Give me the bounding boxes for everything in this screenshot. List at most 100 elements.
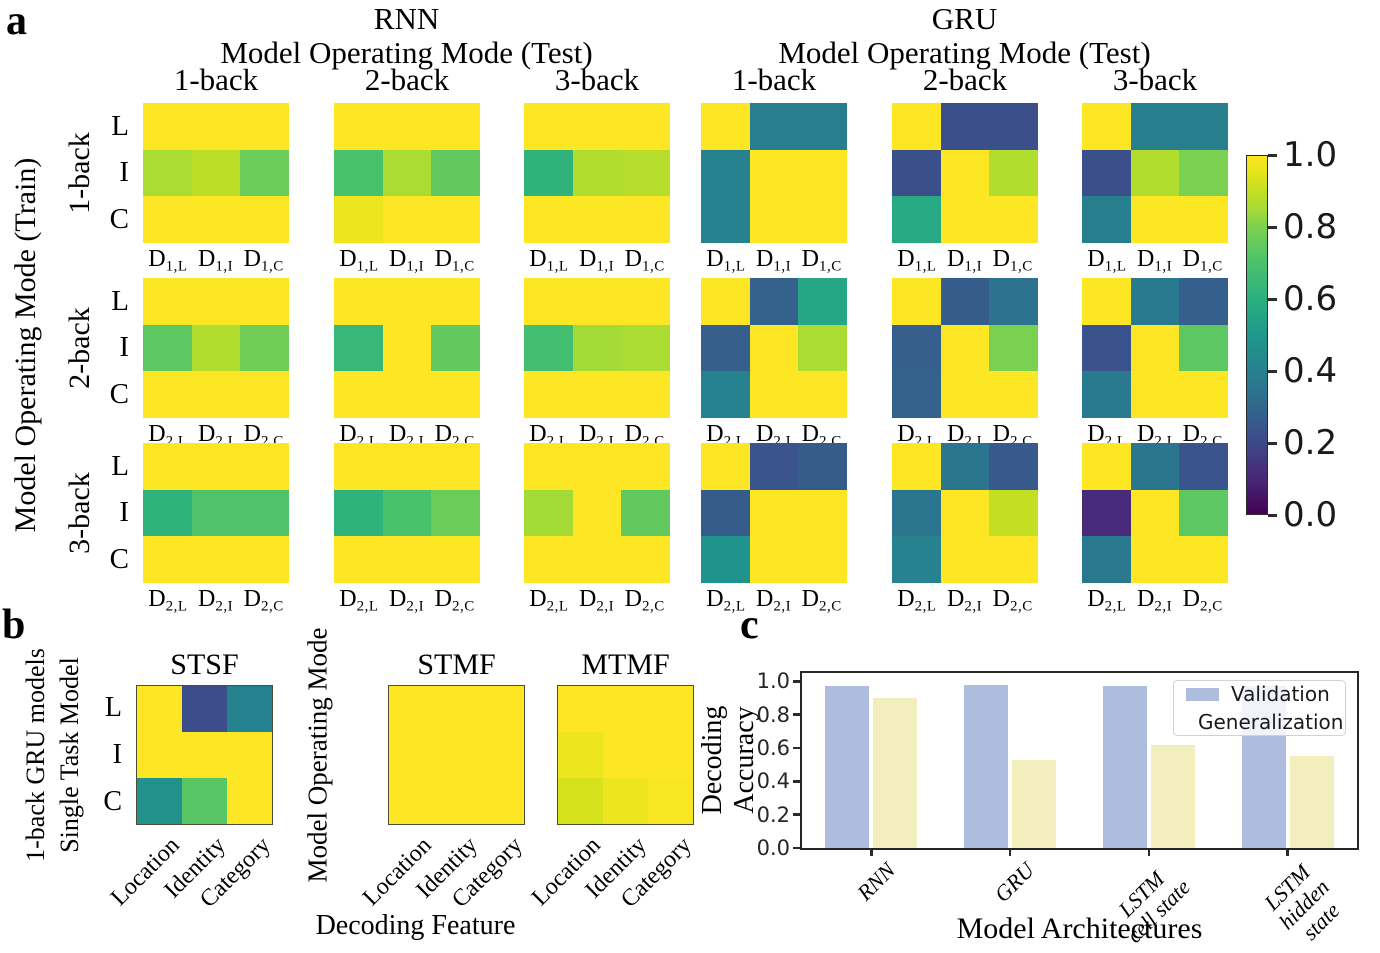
heatmap-cell	[1179, 443, 1228, 490]
test-mode-header-rnn-1-back: 1-back	[173, 62, 259, 97]
panel-c-xtick	[870, 850, 873, 856]
heatmap-cell	[1130, 371, 1180, 418]
heatmap-cell	[240, 278, 289, 325]
heatmap-cell	[798, 371, 847, 418]
heatmap-cell	[989, 103, 1038, 150]
decoder-label-row: D2,L D2,I D2,C	[701, 586, 847, 615]
heatmap-cell	[798, 278, 847, 325]
heatmap-gru-train-1-back-test-1-back	[701, 103, 847, 243]
heatmap-cell	[431, 278, 480, 325]
heatmap-cell	[191, 443, 241, 490]
train-axis-label: Model Operating Mode (Train)	[9, 157, 42, 533]
heatmap-cell	[434, 732, 479, 778]
panel-b-row-axis-line2: Single Task Model	[55, 657, 84, 853]
panel-b-title-MTMF: MTMF	[581, 648, 670, 681]
heatmap-gru-train-1-back-test-2-back	[892, 103, 1038, 243]
heatmap-cell	[334, 443, 383, 490]
heatmap-cell	[240, 149, 289, 197]
heatmap-cell	[182, 732, 227, 778]
heatmap-cell	[798, 324, 847, 372]
heatmap-cell	[1130, 278, 1180, 325]
heatmap-cell	[892, 443, 941, 490]
validation-label: Validation	[1231, 682, 1330, 706]
colorbar-tick	[1268, 297, 1277, 301]
heatmap-cell	[191, 536, 241, 583]
decoder-label: D1,I	[947, 246, 983, 275]
decoder-label-row: D1,L D1,I D1,C	[143, 246, 289, 275]
heatmap-cell	[182, 778, 227, 824]
heatmap-cell	[940, 324, 990, 372]
decoder-label-row: D2,L D2,I D2,C	[701, 422, 847, 449]
heatmap-cell	[621, 536, 670, 583]
colorbar-tick-label: 0.8	[1283, 207, 1338, 247]
panel-b-letter: b	[2, 602, 26, 648]
decoder-label: D1,C	[801, 246, 842, 275]
heatmap-cell	[434, 686, 479, 732]
heatmap-cell	[1179, 536, 1228, 583]
heatmap-cell	[137, 778, 182, 824]
decoder-label: D2,C	[801, 586, 842, 615]
colorbar-tick	[1268, 225, 1277, 229]
decoder-label: D1,L	[148, 246, 188, 275]
decoder-label-row: D2,L D2,I D2,C	[143, 587, 289, 614]
heatmap-cell	[524, 324, 573, 372]
heatmap-gru-train-2-back-test-3-back	[1082, 278, 1228, 418]
heatmap-cell	[431, 443, 480, 490]
heatmap-cell	[621, 278, 670, 325]
row-tick-L: L	[111, 449, 129, 482]
heatmap-cell	[524, 489, 573, 537]
heatmap-cell	[1130, 103, 1180, 150]
xtick-gru: GRU	[989, 857, 1040, 907]
heatmap-cell	[137, 732, 182, 778]
heatmap-gru-train-3-back-test-2-back	[892, 443, 1038, 583]
heatmap-cell	[1179, 149, 1228, 197]
heatmap-cell	[749, 278, 799, 325]
heatmap-cell	[1179, 371, 1228, 418]
heatmap-cell	[572, 371, 622, 418]
panel-c-ytick	[793, 746, 802, 750]
decoder-label: D2,I	[1137, 586, 1173, 615]
bar-validation-gru	[964, 684, 1009, 848]
train-mode-label-3-back: 3-back	[63, 472, 96, 554]
heatmap-cell	[191, 371, 241, 418]
decoder-label: D2,L	[897, 586, 937, 615]
heatmap-cell	[143, 489, 192, 537]
heatmap-cell	[1082, 103, 1131, 150]
panel-b-row-tick-C: C	[103, 785, 122, 817]
decoder-label: D1,I	[1137, 246, 1173, 275]
panel-c-ytick-label: 0.8	[756, 702, 790, 727]
heatmap-cell	[940, 489, 990, 537]
colorbar-tick	[1268, 369, 1277, 373]
heatmap-cell	[749, 371, 799, 418]
heatmap-cell	[334, 149, 383, 197]
heatmap-cell	[701, 489, 750, 537]
decoder-label-row: D2,L D2,I D2,C	[892, 586, 1038, 615]
heatmap-cell	[621, 489, 670, 537]
legend-entry-validation: Validation	[1186, 684, 1333, 704]
heatmap-cell	[621, 443, 670, 490]
heatmap-cell	[227, 732, 272, 778]
heatmap-cell	[1130, 443, 1180, 490]
gru-column-axis-title: Model Operating Mode (Test)	[778, 35, 1151, 70]
test-mode-header-gru-3-back: 3-back	[1112, 62, 1198, 97]
heatmap-cell	[701, 536, 750, 583]
heatmap-cell	[137, 686, 182, 732]
colorbar-tick-label: 1.0	[1283, 135, 1338, 175]
xtick-rnn: RNN	[852, 857, 901, 906]
heatmap-cell	[143, 443, 192, 490]
decoder-label: D1,I	[756, 246, 792, 275]
heatmap-cell	[940, 196, 990, 243]
heatmap-cell	[1130, 536, 1180, 583]
colorbar-tick-label: 0.4	[1283, 351, 1338, 391]
decoder-label: D2,L	[1087, 586, 1127, 615]
heatmap-cell	[1082, 196, 1131, 243]
heatmap-cell	[524, 196, 573, 243]
heatmap-cell	[1130, 149, 1180, 197]
heatmap-cell	[701, 196, 750, 243]
heatmap-cell	[1179, 196, 1228, 243]
decoder-label: D1,L	[1087, 246, 1127, 275]
decoder-label: D2,L	[706, 586, 746, 615]
heatmap-cell	[701, 278, 750, 325]
heatmap-cell	[382, 103, 432, 150]
decoder-label: D1,I	[579, 246, 615, 275]
